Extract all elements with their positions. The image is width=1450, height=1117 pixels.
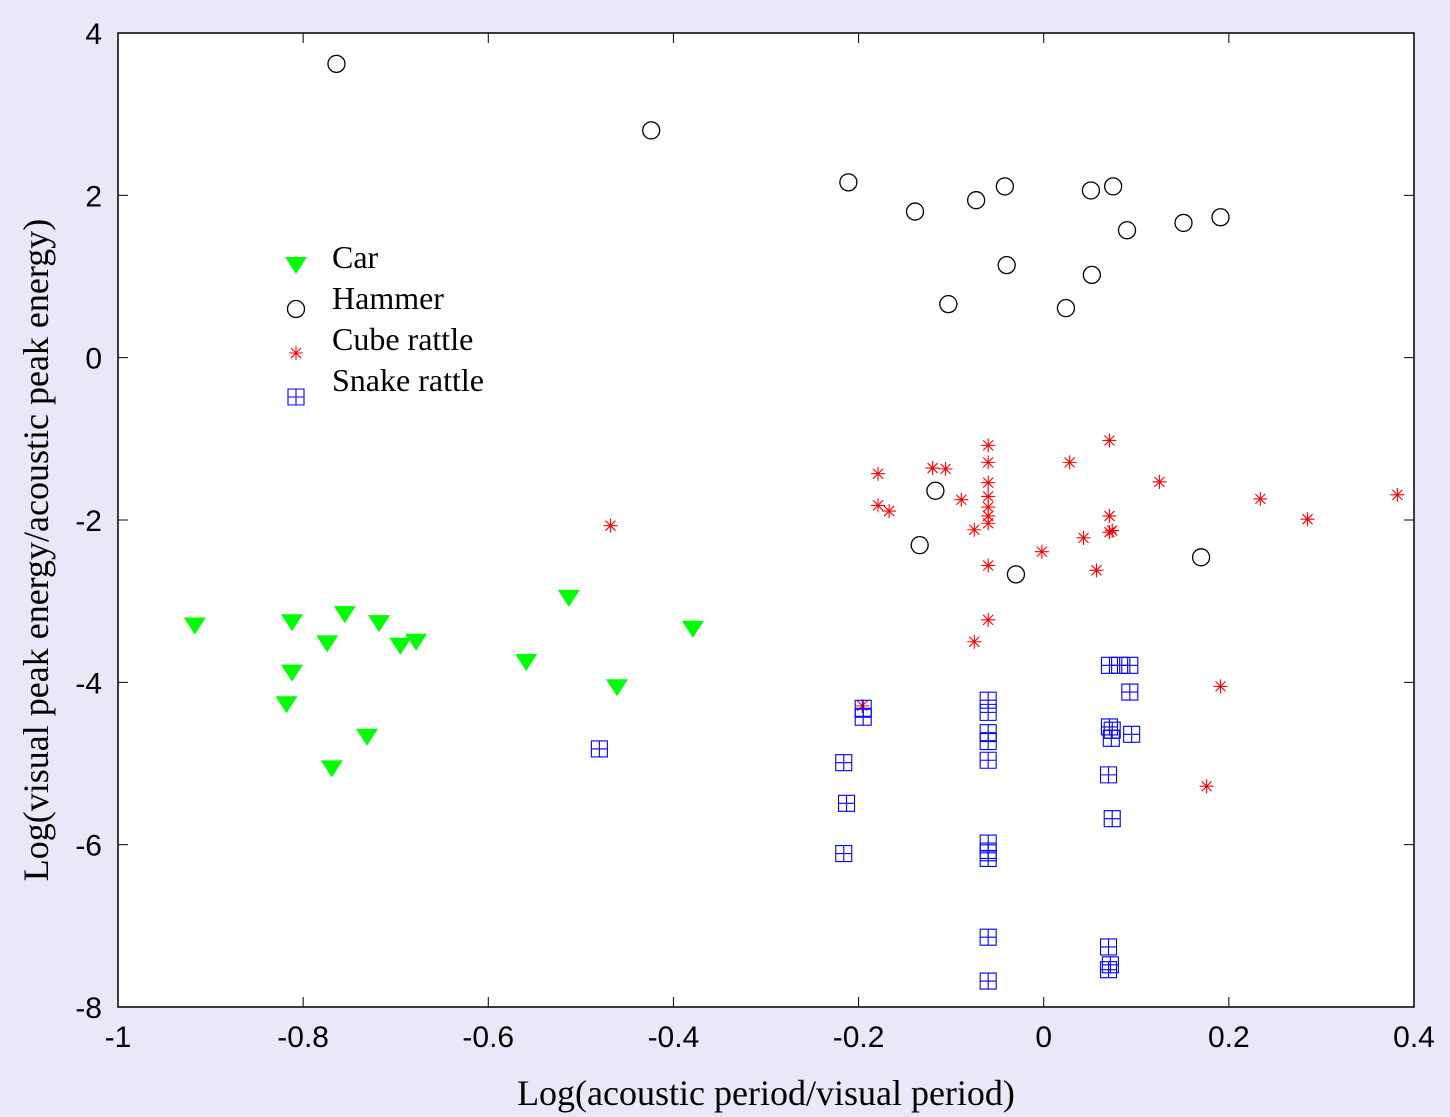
point	[855, 699, 869, 713]
legend-label: Car	[332, 239, 379, 275]
point	[967, 635, 981, 649]
point	[1063, 455, 1077, 469]
x-tick-label: -1	[105, 1021, 132, 1054]
point	[1253, 492, 1267, 506]
point	[954, 493, 968, 507]
point	[981, 516, 995, 530]
point	[981, 476, 995, 490]
x-tick-label: -0.6	[462, 1021, 514, 1054]
x-tick-label: -0.2	[833, 1021, 885, 1054]
point	[926, 461, 940, 475]
point	[1390, 488, 1404, 502]
point	[981, 438, 995, 452]
chart: Log(acoustic period/visual period) Log(v…	[0, 0, 1450, 1117]
y-tick-label: -4	[75, 667, 102, 700]
legend-label: Cube rattle	[332, 321, 473, 357]
legend-marker	[289, 346, 303, 360]
plot-area	[118, 33, 1414, 1007]
point	[603, 519, 617, 533]
point	[981, 558, 995, 572]
point	[1152, 475, 1166, 489]
x-tick-label: -0.8	[277, 1021, 329, 1054]
y-axis-label: Log(visual peak energy/acoustic peak ene…	[16, 219, 56, 881]
point	[981, 455, 995, 469]
point	[1077, 531, 1091, 545]
point	[882, 504, 896, 518]
point	[1301, 512, 1315, 526]
y-tick-label: -6	[75, 830, 102, 863]
point	[1035, 545, 1049, 559]
y-tick-label: 4	[85, 18, 102, 51]
x-tick-label: 0.2	[1208, 1021, 1250, 1054]
y-tick-label: 2	[85, 180, 102, 213]
point	[1102, 509, 1116, 523]
point	[967, 523, 981, 537]
x-tick-label: 0	[1035, 1021, 1052, 1054]
point	[981, 613, 995, 627]
x-axis-label: Log(acoustic period/visual period)	[517, 1073, 1015, 1113]
point	[1089, 563, 1103, 577]
legend-label: Snake rattle	[332, 362, 484, 398]
point	[1102, 433, 1116, 447]
legend-label: Hammer	[332, 280, 444, 316]
point	[871, 498, 885, 512]
point	[1214, 679, 1228, 693]
x-tick-label: -0.4	[648, 1021, 700, 1054]
x-tick-label: 0.4	[1393, 1021, 1435, 1054]
point	[1200, 779, 1214, 793]
y-tick-label: 0	[85, 343, 102, 376]
y-tick-label: -2	[75, 505, 102, 538]
point	[939, 462, 953, 476]
point	[871, 467, 885, 481]
point	[1105, 524, 1119, 538]
y-tick-label: -8	[75, 992, 102, 1025]
